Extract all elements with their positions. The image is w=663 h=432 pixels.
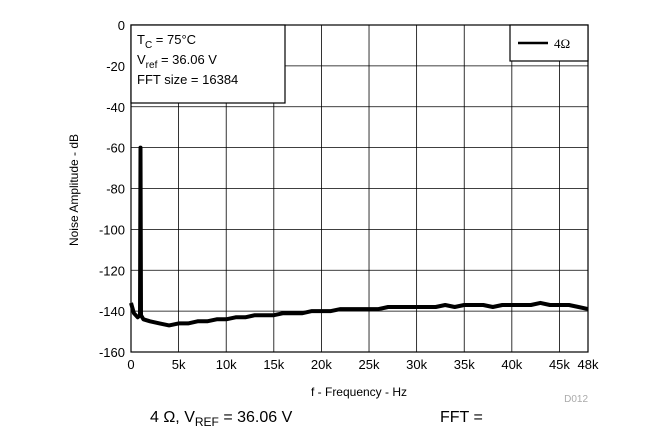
x-tick-label: 5k [172,357,186,372]
y-tick-label: -20 [106,59,125,74]
annotation-part: C [145,40,152,51]
annotation: Vref = 36.06 V [137,52,217,71]
y-tick-label: -60 [106,141,125,156]
y-tick-label: -160 [99,345,125,360]
y-tick-label: 0 [118,18,125,33]
x-tick-label: 30k [406,357,427,372]
series-line [129,145,589,328]
annotation: TC = 75°C [137,32,196,51]
legend-label: 4Ω [554,36,570,51]
x-tick-label: 35k [454,357,475,372]
caption: 4 Ω, VREF = 36.06 V [150,409,293,429]
annotation-part: T [137,32,145,47]
x-tick-label: 10k [216,357,237,372]
y-tick-label: -40 [106,100,125,115]
caption-part: = 36.06 V [219,409,293,426]
annotation-part: = 36.06 V [157,52,217,67]
x-axis-label: f - Frequency - Hz [311,385,407,399]
y-tick-label: -100 [99,222,125,237]
x-tick-label: 45k [549,357,570,372]
annotation-part: ref [146,60,158,71]
annotation-part: V [137,52,146,67]
annotation: FFT size = 16384 [137,72,238,87]
figure-id: D012 [564,394,588,405]
caption-part: 4 Ω, V [150,409,195,426]
y-axis-label: Noise Amplitude - dB [67,134,81,246]
x-tick-label: 40k [501,357,522,372]
annotation-part: FFT size = 16384 [137,72,238,87]
x-tick-label: 48k [578,357,599,372]
plot-frame [130,24,589,353]
x-tick-label: 0 [127,357,134,372]
x-tick-label: 15k [263,357,284,372]
annotation-box [130,24,286,104]
y-tick-label: -120 [99,263,125,278]
annotation-part: = 75°C [152,32,196,47]
caption-right: FFT = [440,409,483,426]
y-tick-label: -80 [106,182,125,197]
y-tick-label: -140 [99,304,125,319]
x-tick-label: 25k [359,357,380,372]
x-tick-label: 20k [311,357,332,372]
caption-part: REF [195,415,219,429]
